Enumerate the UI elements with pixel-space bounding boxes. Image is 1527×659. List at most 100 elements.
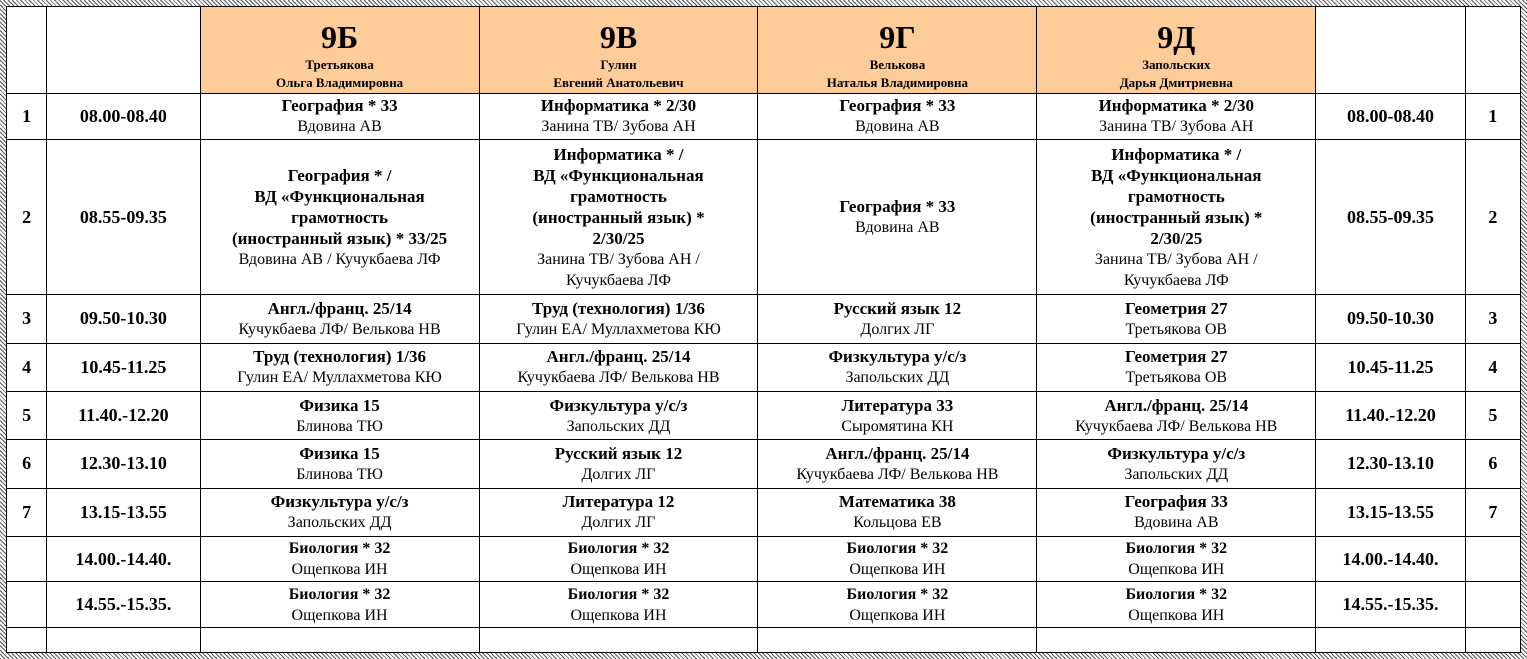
lesson-time: 08.55-09.35 <box>46 138 201 296</box>
lesson-subject: Биология * 32 <box>846 540 949 558</box>
lesson-teacher: Гулин ЕА/ Муллахметова КЮ <box>237 369 442 387</box>
header-num-cell-right <box>1464 6 1522 94</box>
lesson-subject: Биология * 32 <box>567 540 670 558</box>
lesson-subject: Физкультура у/с/з <box>549 395 688 415</box>
lesson-number-right: 3 <box>1464 294 1522 344</box>
empty-cell <box>1315 626 1466 654</box>
lesson-subject: Геометрия 27 <box>1124 347 1228 367</box>
lesson-teacher: Вдовина АВ <box>297 118 382 136</box>
lesson-number: 5 <box>5 390 48 441</box>
lesson-cell: Биология * 32 Ощепкова ИН <box>1036 581 1317 628</box>
lesson-teacher: Вдовина АВ <box>855 118 940 136</box>
lesson-teacher: Третьякова ОВ <box>1125 369 1228 387</box>
lesson-number-right: 6 <box>1464 439 1522 489</box>
empty-cell <box>46 626 201 654</box>
empty-row <box>5 626 1522 654</box>
lesson-cell: Труд (технология) 1/36 Гулин ЕА/ Муллахме… <box>199 342 480 392</box>
lesson-teacher: Ощепкова ИН <box>570 606 667 624</box>
lesson-time-right: 10.45-11.25 <box>1315 342 1466 392</box>
lesson-time-right: 12.30-13.10 <box>1315 439 1466 489</box>
lesson-cell: Физкультура у/с/з Запольских ДД <box>757 342 1038 392</box>
schedule-row: 3 09.50-10.30 Англ./франц. 25/14 Кучукбаева… <box>5 294 1522 344</box>
header-time-cell-right <box>1315 6 1466 94</box>
lesson-cell: География * / ВД «Функциональная грамотнос… <box>199 138 480 296</box>
lesson-teacher: Третьякова ОВ <box>1125 320 1228 338</box>
schedule-row: 5 11.40.-12.20 Физика 15 Блинова ТЮ Физкульт… <box>5 390 1522 441</box>
lesson-number <box>5 581 48 628</box>
class-header-9d: 9Д Запольских Дарья Дмитриевна <box>1036 6 1317 94</box>
lesson-number: 7 <box>5 487 48 537</box>
empty-cell <box>199 626 480 654</box>
schedule-row: 1 08.00-08.40 География * 33 Вдовина АВ Инфо… <box>5 92 1522 141</box>
lesson-time: 14.55.-15.35. <box>46 581 201 628</box>
lesson-number-right <box>1464 581 1522 628</box>
lesson-cell: Биология * 32 Ощепкова ИН <box>757 581 1038 628</box>
lesson-number-right: 5 <box>1464 390 1522 441</box>
schedule-row: 6 12.30-13.10 Физика 15 Блинова ТЮ Русский я… <box>5 439 1522 489</box>
lesson-teacher: Запольских ДД <box>287 514 392 532</box>
lesson-teacher: Сыромятина КН <box>841 417 954 435</box>
lesson-cell: Математика 38 Кольцова ЕВ <box>757 487 1038 537</box>
empty-cell <box>5 626 48 654</box>
lesson-time-right: 08.55-09.35 <box>1315 138 1466 296</box>
lesson-number-right: 1 <box>1464 92 1522 141</box>
lesson-cell: Русский язык 12 Долгих ЛГ <box>478 439 759 489</box>
lesson-subject: Информатика * 2/30 <box>540 96 697 116</box>
lesson-teacher: Занина ТВ/ Зубова АН / <box>1094 250 1258 268</box>
lesson-time-right: 14.55.-15.35. <box>1315 581 1466 628</box>
lesson-teacher: Ощепкова ИН <box>291 606 388 624</box>
lesson-cell: Биология * 32 Ощепкова ИН <box>478 535 759 583</box>
class-header-9g: 9Г Велькова Наталья Владимировна <box>757 6 1038 94</box>
lesson-cell: Биология * 32 Ощепкова ИН <box>478 581 759 628</box>
lesson-cell: Геометрия 27 Третьякова ОВ <box>1036 294 1317 344</box>
empty-cell <box>1036 626 1317 654</box>
lesson-subject: (иностранный язык) * 33/25 <box>231 228 448 248</box>
lesson-subject: География 33 <box>1124 492 1228 512</box>
lesson-subject: Информатика * / <box>1111 144 1242 164</box>
lesson-subject: Труд (технология) 1/36 <box>253 347 427 367</box>
lesson-subject: Физкультура у/с/з <box>270 492 409 512</box>
lesson-time-right: 08.00-08.40 <box>1315 92 1466 141</box>
lesson-number: 2 <box>5 138 48 296</box>
lesson-subject: География * / <box>287 165 392 185</box>
lesson-teacher: Кучукбаева ЛФ <box>566 271 671 289</box>
class-teacher-first: Дарья Дмитриевна <box>1119 74 1233 90</box>
lesson-teacher: Занина ТВ/ Зубова АН / <box>537 250 700 268</box>
lesson-cell: Физкультура у/с/з Запольских ДД <box>478 390 759 441</box>
lesson-number: 1 <box>5 92 48 141</box>
lesson-cell: География 33 Вдовина АВ <box>1036 487 1317 537</box>
empty-cell <box>1464 626 1522 654</box>
lesson-cell: Литература 12 Долгих ЛГ <box>478 487 759 537</box>
class-teacher-first: Евгений Анатольевич <box>553 74 684 90</box>
lesson-time: 10.45-11.25 <box>46 342 201 392</box>
class-teacher-last: Третьякова <box>305 56 374 72</box>
lesson-subject: Физика 15 <box>299 443 380 463</box>
lesson-teacher: Блинова ТЮ <box>296 417 383 435</box>
lesson-cell: География * 33 Вдовина АВ <box>757 138 1038 296</box>
lesson-cell: Биология * 32 Ощепкова ИН <box>1036 535 1317 583</box>
lesson-subject: грамотность <box>570 186 667 206</box>
lesson-time: 09.50-10.30 <box>46 294 201 344</box>
lesson-subject: Физкультура у/с/з <box>1107 443 1246 463</box>
lesson-subject: География * 33 <box>281 96 398 116</box>
lesson-subject: География * 33 <box>839 96 956 116</box>
lesson-time: 08.00-08.40 <box>46 92 201 141</box>
header-num-cell <box>5 6 48 94</box>
lesson-teacher: Запольских ДД <box>566 417 671 435</box>
lesson-time: 13.15-13.55 <box>46 487 201 537</box>
lesson-subject: Биология * 32 <box>288 585 391 603</box>
lesson-cell: Информатика * / ВД «Функциональная грамотн… <box>1036 138 1317 296</box>
lesson-teacher: Долгих ЛГ <box>581 465 656 483</box>
lesson-teacher: Кучукбаева ЛФ/ Велькова НВ <box>796 465 999 483</box>
lesson-teacher: Ощепкова ИН <box>1128 606 1225 624</box>
lesson-teacher: Кучукбаева ЛФ/ Велькова НВ <box>517 369 720 387</box>
lesson-number <box>5 535 48 583</box>
lesson-time-right: 13.15-13.55 <box>1315 487 1466 537</box>
lesson-teacher: Ощепкова ИН <box>849 606 946 624</box>
class-name: 9Б <box>321 18 359 55</box>
empty-cell <box>757 626 1038 654</box>
lesson-teacher: Ощепкова ИН <box>570 561 667 579</box>
lesson-cell: Информатика * 2/30 Занина ТВ/ Зубова АН <box>478 92 759 141</box>
lesson-teacher: Ощепкова ИН <box>849 561 946 579</box>
lesson-subject: (иностранный язык) * <box>1090 207 1263 227</box>
